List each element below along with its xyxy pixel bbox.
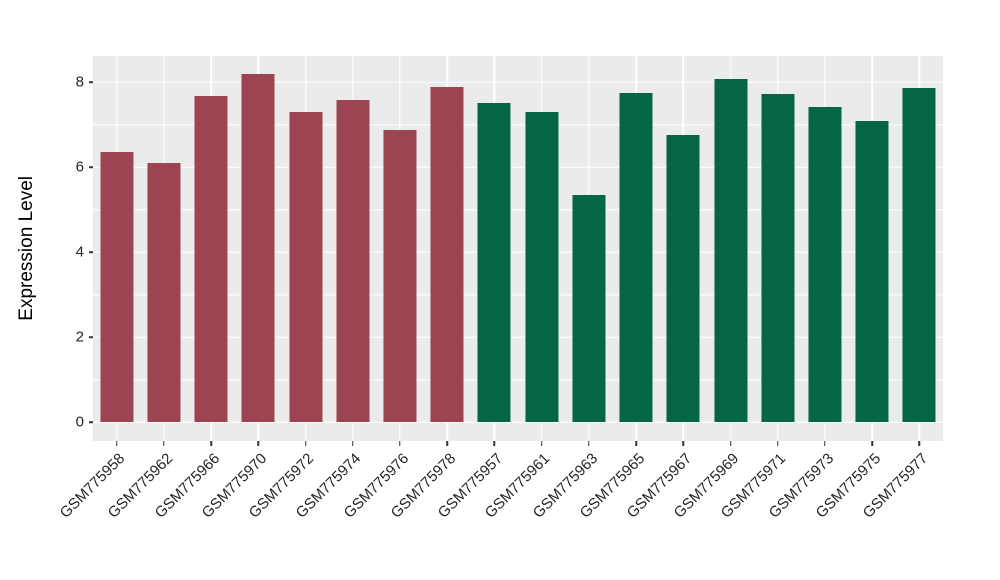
gridline-minor-y3 bbox=[93, 294, 943, 296]
y-tick-mark-0 bbox=[89, 421, 93, 424]
bar-GSM775966 bbox=[194, 96, 228, 423]
x-tick-mark-GSM775973 bbox=[824, 441, 826, 446]
y-tick-mark-4 bbox=[89, 251, 93, 254]
x-tick-mark-GSM775967 bbox=[682, 441, 685, 446]
bar-GSM775975 bbox=[855, 120, 889, 423]
x-tick-mark-GSM775958 bbox=[115, 441, 118, 446]
gridline-minor-y1 bbox=[93, 379, 943, 381]
gridline-major-y2 bbox=[93, 336, 943, 339]
bar-GSM775967 bbox=[666, 134, 700, 423]
bar-GSM775973 bbox=[808, 107, 842, 423]
x-tick-mark-GSM775972 bbox=[304, 441, 307, 446]
bar-GSM775962 bbox=[147, 163, 181, 423]
x-tick-mark-GSM775975 bbox=[871, 441, 873, 446]
gridline-major-y8 bbox=[93, 81, 943, 84]
x-tick-mark-GSM775962 bbox=[163, 441, 165, 446]
x-tick-mark-GSM775971 bbox=[776, 441, 779, 446]
bar-GSM775965 bbox=[619, 93, 653, 423]
x-tick-mark-GSM775963 bbox=[588, 441, 590, 446]
x-tick-mark-GSM775977 bbox=[918, 441, 921, 446]
y-tick-label-0: 0 bbox=[75, 413, 84, 431]
x-tick-mark-GSM775970 bbox=[257, 441, 260, 446]
bar-GSM775972 bbox=[288, 111, 323, 423]
bar-GSM775971 bbox=[761, 94, 795, 423]
bar-GSM775976 bbox=[383, 129, 417, 423]
x-axis: GSM775958 GSM775962 GSM775966 GSM775970 GSM7… bbox=[57, 441, 943, 571]
bar-GSM775974 bbox=[336, 99, 370, 423]
x-tick-mark-GSM775961 bbox=[540, 441, 543, 446]
gridline-minor-y5 bbox=[93, 209, 943, 211]
x-tick-mark-GSM775978 bbox=[446, 441, 448, 446]
gridline-major-y4 bbox=[93, 251, 943, 254]
x-tick-mark-GSM775969 bbox=[729, 441, 732, 446]
x-tick-mark-GSM775974 bbox=[351, 441, 354, 446]
y-tick-label-4: 4 bbox=[75, 243, 84, 261]
bar-GSM775977 bbox=[902, 87, 936, 423]
y-tick-label-2: 2 bbox=[75, 328, 84, 346]
bar-GSM775978 bbox=[430, 87, 464, 423]
bar-GSM775963 bbox=[572, 195, 606, 423]
y-tick-label-6: 6 bbox=[75, 158, 84, 176]
y-tick-mark-6 bbox=[89, 166, 93, 169]
bar-GSM775961 bbox=[525, 111, 559, 423]
bar-GSM775970 bbox=[241, 73, 275, 423]
bar-GSM775958 bbox=[100, 152, 134, 423]
plot-panel bbox=[93, 56, 943, 441]
x-tick-mark-GSM775965 bbox=[635, 441, 637, 446]
bar-GSM775969 bbox=[713, 79, 748, 423]
x-tick-mark-GSM775976 bbox=[399, 441, 401, 446]
y-tick-label-8: 8 bbox=[75, 73, 84, 91]
bar-GSM775957 bbox=[477, 102, 511, 423]
x-tick-mark-GSM775957 bbox=[493, 441, 496, 446]
gridline-major-y6 bbox=[93, 166, 943, 169]
y-tick-mark-2 bbox=[89, 336, 93, 339]
gridline-minor-y7 bbox=[93, 124, 943, 126]
y-tick-mark-8 bbox=[89, 81, 93, 84]
gridline-major-y0 bbox=[93, 421, 943, 424]
x-tick-mark-GSM775966 bbox=[210, 441, 212, 446]
y-axis: 0 2 4 6 8 bbox=[0, 56, 93, 441]
